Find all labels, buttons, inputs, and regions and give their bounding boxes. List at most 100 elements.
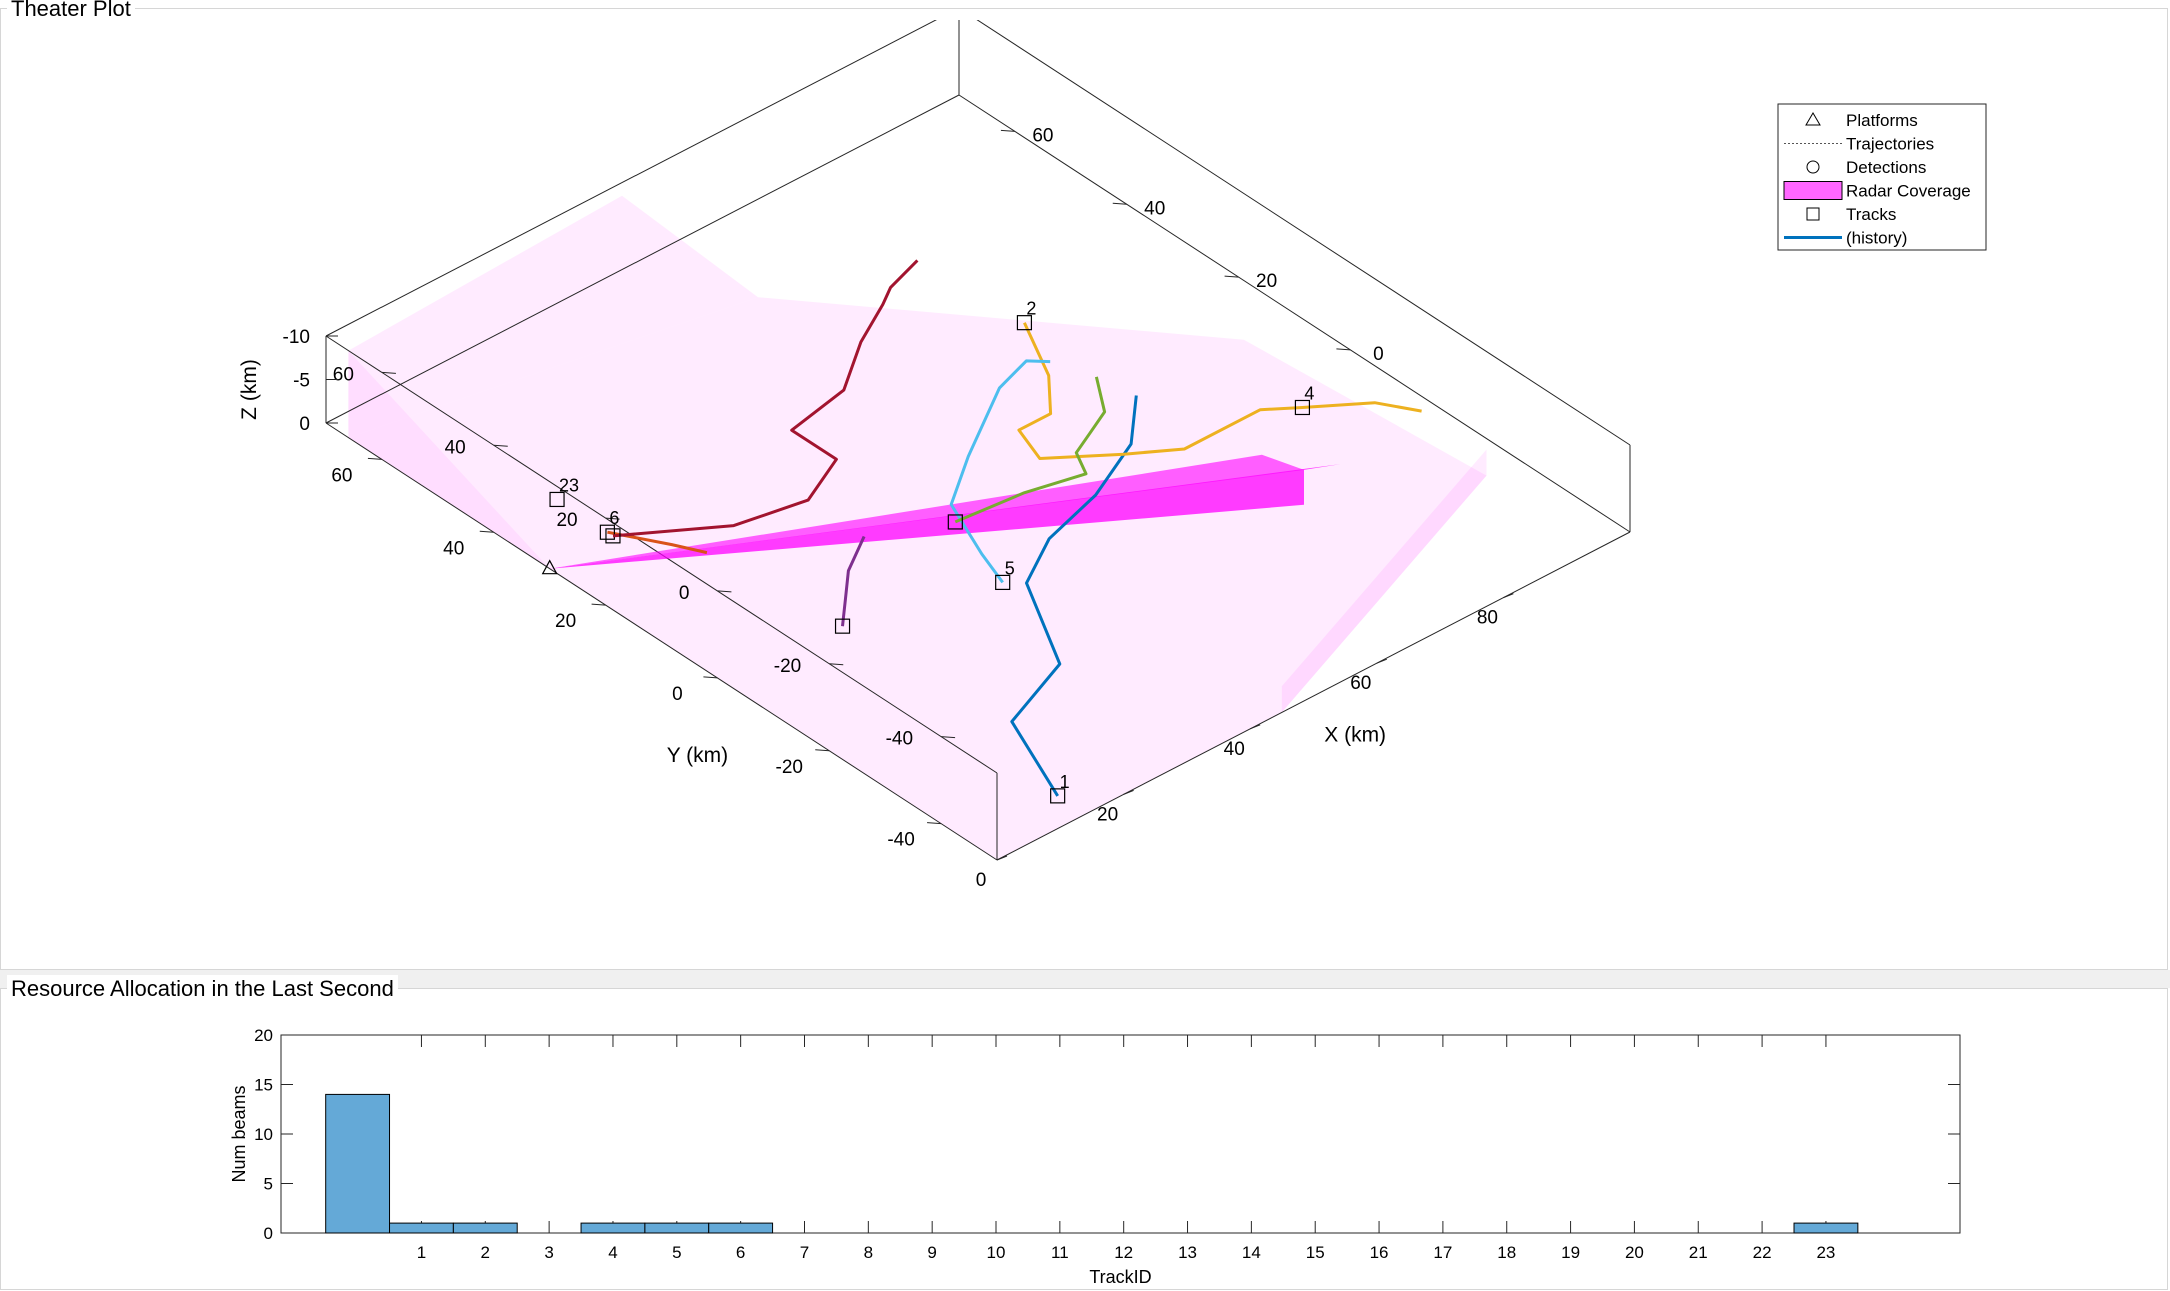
y-tick [1000,129,1015,132]
y-tick-label: 20 [254,1026,273,1045]
track-marker [1294,399,1311,416]
platform-marker [541,559,558,575]
bar [1793,1222,1859,1234]
bar [452,1222,518,1234]
track-label: 6 [609,508,619,528]
x-tick [996,855,1008,861]
legend-triangle-icon [1805,112,1821,126]
y-tick [829,663,844,666]
theater-3d-plot[interactable]: 020406080-40-2002040600204060-40-2002040… [0,20,2168,960]
x-axis-label: X (km) [1324,724,1386,747]
track-history-2 [1017,322,1422,460]
bar-plot-area [280,1034,1961,1234]
axis-box-edge [996,531,1631,861]
track-history-1 [1010,395,1138,797]
y-tick-label: 40 [443,538,464,559]
track-label: 2 [1026,299,1036,319]
y-axis-label: Num beams [229,1085,249,1182]
track-history-unlabeled [954,376,1107,524]
y-tick-label: 60 [333,364,354,385]
y-tick-label: 15 [254,1076,273,1095]
x-tick-label: 0 [976,870,987,891]
theater-plot-title: Theater Plot [7,0,135,23]
y-tick [493,444,508,447]
y-tick [591,603,606,606]
y-tick-label: -40 [887,830,914,851]
y-tick [479,530,494,533]
y-tick-label: 0 [264,1224,273,1243]
x-tick-label: 2 [481,1243,490,1262]
y-tick [605,517,620,520]
track-marker [834,618,851,634]
bar [325,1093,391,1234]
y-tick-label: 60 [331,465,352,486]
radar-coverage-wall-back [348,195,758,438]
radar-coverage-side [348,350,550,569]
y-tick-label: 0 [1373,344,1384,365]
axis-box-edge [325,20,937,337]
track-history-5 [949,359,1051,584]
z-tick-label: -10 [283,327,310,348]
track-marker [995,574,1011,591]
y-tick [1112,202,1127,205]
x-tick-label: 18 [1497,1243,1516,1262]
track-label: 5 [1005,558,1015,578]
x-tick-label: 80 [1477,608,1498,629]
y-tick-label: 0 [672,684,683,705]
legend-entry-label: (history) [1846,229,1907,248]
x-tick-label: 40 [1224,739,1245,760]
legend-patch-icon [1783,181,1843,200]
y-tick-label: 40 [1144,198,1165,219]
axis-box-edge [958,94,1631,533]
track-label: 23 [559,475,579,495]
track-marker [1016,315,1033,331]
y-tick-label: -40 [886,729,913,750]
x-tick-label: 7 [800,1243,809,1262]
x-tick-label: 19 [1561,1243,1580,1262]
bar [389,1222,454,1234]
y-tick [381,371,396,374]
z-tick-label: 0 [299,414,310,435]
bar [580,1222,646,1234]
track-label: 4 [1304,383,1314,403]
track-marker [947,514,963,530]
axis-box-edge [325,94,960,424]
x-tick-label: 8 [864,1243,873,1262]
legend-entry-label: Trajectories [1846,135,1934,154]
y-tick-label: 20 [555,611,576,632]
bar [644,1222,710,1234]
y-tick-label: 0 [679,583,690,604]
x-tick-label: 6 [736,1243,745,1262]
y-tick-label: -20 [774,656,801,677]
x-tick [1123,789,1134,795]
track-marker [605,528,621,544]
x-tick-label: 5 [672,1243,681,1262]
x-axis-label: TrackID [1089,1267,1151,1287]
radar-beam-top [549,454,1304,569]
legend-entry-label: Radar Coverage [1846,182,1971,201]
x-tick-label: 12 [1114,1243,1133,1262]
x-tick-label: 22 [1753,1243,1772,1262]
legend-entry-label: Detections [1846,158,1926,177]
track-marker [1050,788,1066,804]
z-tick-label: -5 [293,371,310,392]
y-tick [367,457,382,460]
legend-entry-label: Platforms [1846,111,1918,130]
x-tick-label: 13 [1178,1243,1197,1262]
x-tick-label: 10 [987,1243,1006,1262]
x-tick-label: 20 [1625,1243,1644,1262]
track-marker [549,491,565,508]
x-tick-label: 17 [1433,1243,1452,1262]
y-tick [1224,275,1239,278]
y-tick-label: 5 [264,1175,273,1194]
y-tick [941,736,956,739]
y-tick [717,590,732,593]
x-tick-label: 3 [544,1243,553,1262]
axis-box-edge [976,20,1631,446]
x-tick-label: 20 [1097,804,1118,825]
track-label: 1 [1060,772,1070,792]
y-tick [1336,348,1351,351]
y-tick-label: 40 [445,437,466,458]
y-tick-label: 20 [1256,271,1277,292]
